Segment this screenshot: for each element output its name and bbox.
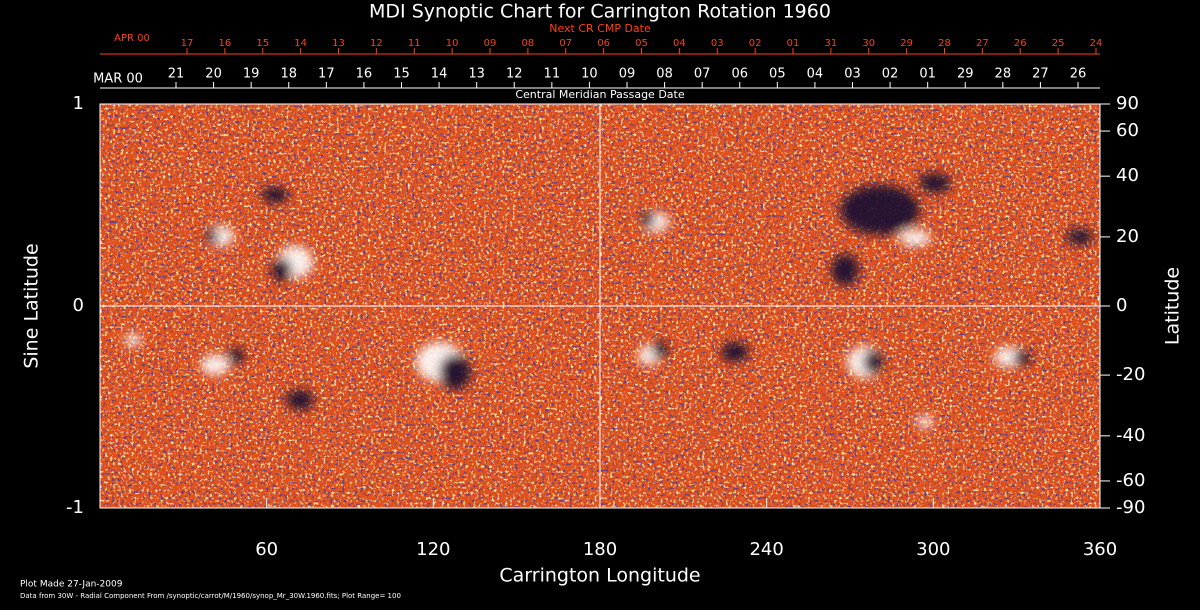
chart-title: MDI Synoptic Chart for Carrington Rotati…: [369, 1, 831, 23]
date-start-label: MAR 00: [93, 72, 143, 87]
date-label: 15: [256, 38, 269, 49]
y2-tick-label: 90: [1116, 93, 1139, 114]
date-label: 07: [559, 38, 572, 49]
date-label: 30: [862, 38, 875, 49]
date-label: 12: [370, 38, 383, 49]
date-label: 24: [1090, 38, 1103, 49]
date-label: 13: [468, 67, 485, 82]
date-label: 17: [181, 38, 194, 49]
date-label: 06: [731, 67, 748, 82]
date-label: 09: [484, 38, 497, 49]
date-label: 08: [522, 38, 535, 49]
date-label: 14: [431, 67, 448, 82]
x-tick-label: 60: [255, 539, 278, 560]
date-label: 28: [995, 67, 1012, 82]
y2-tick-label: 40: [1116, 165, 1139, 186]
date-label: 27: [1032, 67, 1049, 82]
footer-note: Data from 30W - Radial Component From /s…: [20, 592, 401, 600]
date-label: 17: [318, 67, 335, 82]
date-label: 29: [957, 67, 974, 82]
y-tick-label: -1: [66, 497, 84, 518]
y2-tick-label: -60: [1116, 470, 1145, 491]
x-tick-label: 120: [416, 539, 450, 560]
date-label: 02: [882, 67, 899, 82]
y2-tick-label: 0: [1116, 295, 1127, 316]
date-label: 01: [787, 38, 800, 49]
y2-tick-label: -20: [1116, 364, 1145, 385]
date-label: 25: [1052, 38, 1065, 49]
date-axis-label: Next CR CMP Date: [549, 22, 651, 35]
x-tick-label: 300: [916, 539, 950, 560]
date-label: 02: [749, 38, 762, 49]
date-label: 12: [506, 67, 523, 82]
date-label: 14: [294, 38, 307, 49]
date-label: 31: [825, 38, 838, 49]
date-label: 08: [656, 67, 673, 82]
date-label: 28: [938, 38, 951, 49]
y2-tick-label: 20: [1116, 226, 1139, 247]
date-label: 29: [900, 38, 913, 49]
date-label: 10: [446, 38, 459, 49]
date-start-label: APR 00: [114, 33, 150, 44]
date-label: 27: [976, 38, 989, 49]
date-label: 13: [332, 38, 345, 49]
x-tick-label: 360: [1083, 539, 1117, 560]
date-label: 16: [356, 67, 373, 82]
date-label: 20: [205, 67, 222, 82]
x-axis-label: Carrington Longitude: [499, 565, 700, 587]
y2-tick-label: 60: [1116, 120, 1139, 141]
date-label: 01: [919, 67, 936, 82]
y-tick-label: 0: [73, 295, 84, 316]
date-axis-label: Central Meridian Passage Date: [515, 88, 684, 101]
date-label: 26: [1070, 67, 1087, 82]
date-label: 07: [694, 67, 711, 82]
date-label: 18: [280, 67, 297, 82]
date-label: 10: [581, 67, 598, 82]
date-label: 16: [219, 38, 232, 49]
x-tick-label: 180: [583, 539, 617, 560]
date-label: 03: [844, 67, 861, 82]
date-label: 26: [1014, 38, 1027, 49]
date-label: 11: [408, 38, 421, 49]
date-label: 09: [619, 67, 636, 82]
y-tick-label: 1: [73, 93, 84, 114]
date-label: 04: [673, 38, 686, 49]
y2-tick-label: -40: [1116, 425, 1145, 446]
date-label: 04: [807, 67, 824, 82]
date-label: 11: [544, 67, 561, 82]
date-label: 21: [168, 67, 185, 82]
date-label: 03: [711, 38, 724, 49]
y-axis-label: Sine Latitude: [21, 243, 43, 368]
date-label: 06: [597, 38, 610, 49]
y2-tick-label: -90: [1116, 497, 1145, 518]
date-label: 19: [243, 67, 260, 82]
date-label: 05: [769, 67, 786, 82]
date-label: 05: [635, 38, 648, 49]
x-tick-label: 240: [749, 539, 783, 560]
date-label: 15: [393, 67, 410, 82]
y2-axis-label: Latitude: [1162, 267, 1184, 345]
footer-note: Plot Made 27-Jan-2009: [20, 580, 123, 590]
